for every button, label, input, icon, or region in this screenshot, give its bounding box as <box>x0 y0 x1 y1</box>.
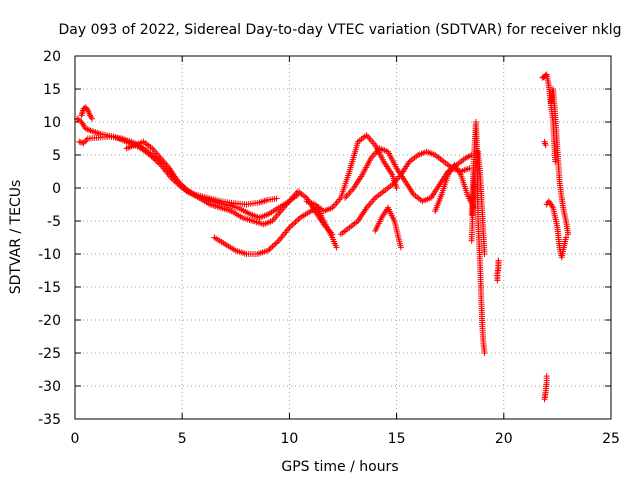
data-point <box>542 142 549 149</box>
y-tick-label: 15 <box>43 82 61 98</box>
y-tick-label: 20 <box>43 49 61 65</box>
y-tick-label: -20 <box>38 313 61 329</box>
y-tick-label: 0 <box>52 181 61 197</box>
data-point <box>481 251 488 257</box>
data-point <box>83 105 90 112</box>
data-point <box>562 234 569 241</box>
y-tick-label: 10 <box>43 115 61 131</box>
data-point <box>269 243 276 250</box>
data-point <box>552 158 559 165</box>
series-arc-6 <box>303 132 400 215</box>
x-tick-label: 25 <box>602 431 620 447</box>
data-point <box>565 231 572 238</box>
data-point <box>273 195 280 202</box>
data-point <box>397 244 404 251</box>
series-arc-17 <box>541 373 550 403</box>
axis-ticks <box>74 55 612 420</box>
series-arc-12 <box>468 148 488 257</box>
data-point <box>77 117 84 124</box>
series-arc-1 <box>74 115 280 208</box>
x-axis-label: GPS time / hours <box>281 459 398 475</box>
y-tick-label: 5 <box>52 148 61 164</box>
series-arc-5 <box>211 204 340 257</box>
series-arc-2 <box>76 133 301 221</box>
plot-frame <box>74 55 612 420</box>
data-point <box>495 257 502 264</box>
y-tick-label: -35 <box>38 412 61 428</box>
series-arc-15 <box>547 86 572 238</box>
series-arc-7 <box>342 145 475 205</box>
series-arc-10 <box>432 161 477 215</box>
data-point <box>289 221 296 228</box>
x-tick-label: 10 <box>280 431 298 447</box>
data-point <box>82 138 89 145</box>
data-point <box>333 244 340 251</box>
x-tick-label: 15 <box>388 431 406 447</box>
data-point <box>543 373 550 380</box>
series-arc-9 <box>372 204 404 251</box>
data-point <box>294 217 301 224</box>
series-arc-18 <box>541 138 549 149</box>
x-tick-label: 20 <box>495 431 513 447</box>
data-point <box>292 218 299 225</box>
grid-lines <box>75 56 611 419</box>
data-point <box>287 223 294 230</box>
data-marks <box>74 71 572 403</box>
chart-title: Day 093 of 2022, Sidereal Day-to-day VTE… <box>59 22 622 38</box>
y-tick-label: -10 <box>38 247 61 263</box>
x-tick-labels: 0 5 10 15 20 25 <box>71 431 620 447</box>
data-point <box>80 140 87 147</box>
data-point <box>271 242 278 249</box>
y-tick-label: -25 <box>38 346 61 362</box>
x-tick-label: 5 <box>178 431 187 447</box>
y-tick-label: -5 <box>47 214 61 230</box>
series-arc-8 <box>337 148 473 238</box>
series-arc-4 <box>123 138 336 238</box>
y-axis-label: SDTVAR / TECUs <box>8 180 24 295</box>
data-point <box>481 350 488 356</box>
data-point <box>393 185 400 191</box>
series-arc-13 <box>494 257 502 284</box>
y-tick-labels: 20 15 10 5 0 -5 -10 -15 -20 -25 -30 -35 <box>38 49 61 428</box>
series-arc-16 <box>543 198 569 261</box>
data-point <box>274 239 281 246</box>
series-arc-3 <box>78 104 96 122</box>
y-tick-label: -30 <box>38 379 61 395</box>
data-point <box>268 244 275 251</box>
data-point <box>272 240 279 247</box>
data-point <box>89 115 96 122</box>
y-tick-label: -15 <box>38 280 61 296</box>
x-tick-label: 0 <box>71 431 80 447</box>
